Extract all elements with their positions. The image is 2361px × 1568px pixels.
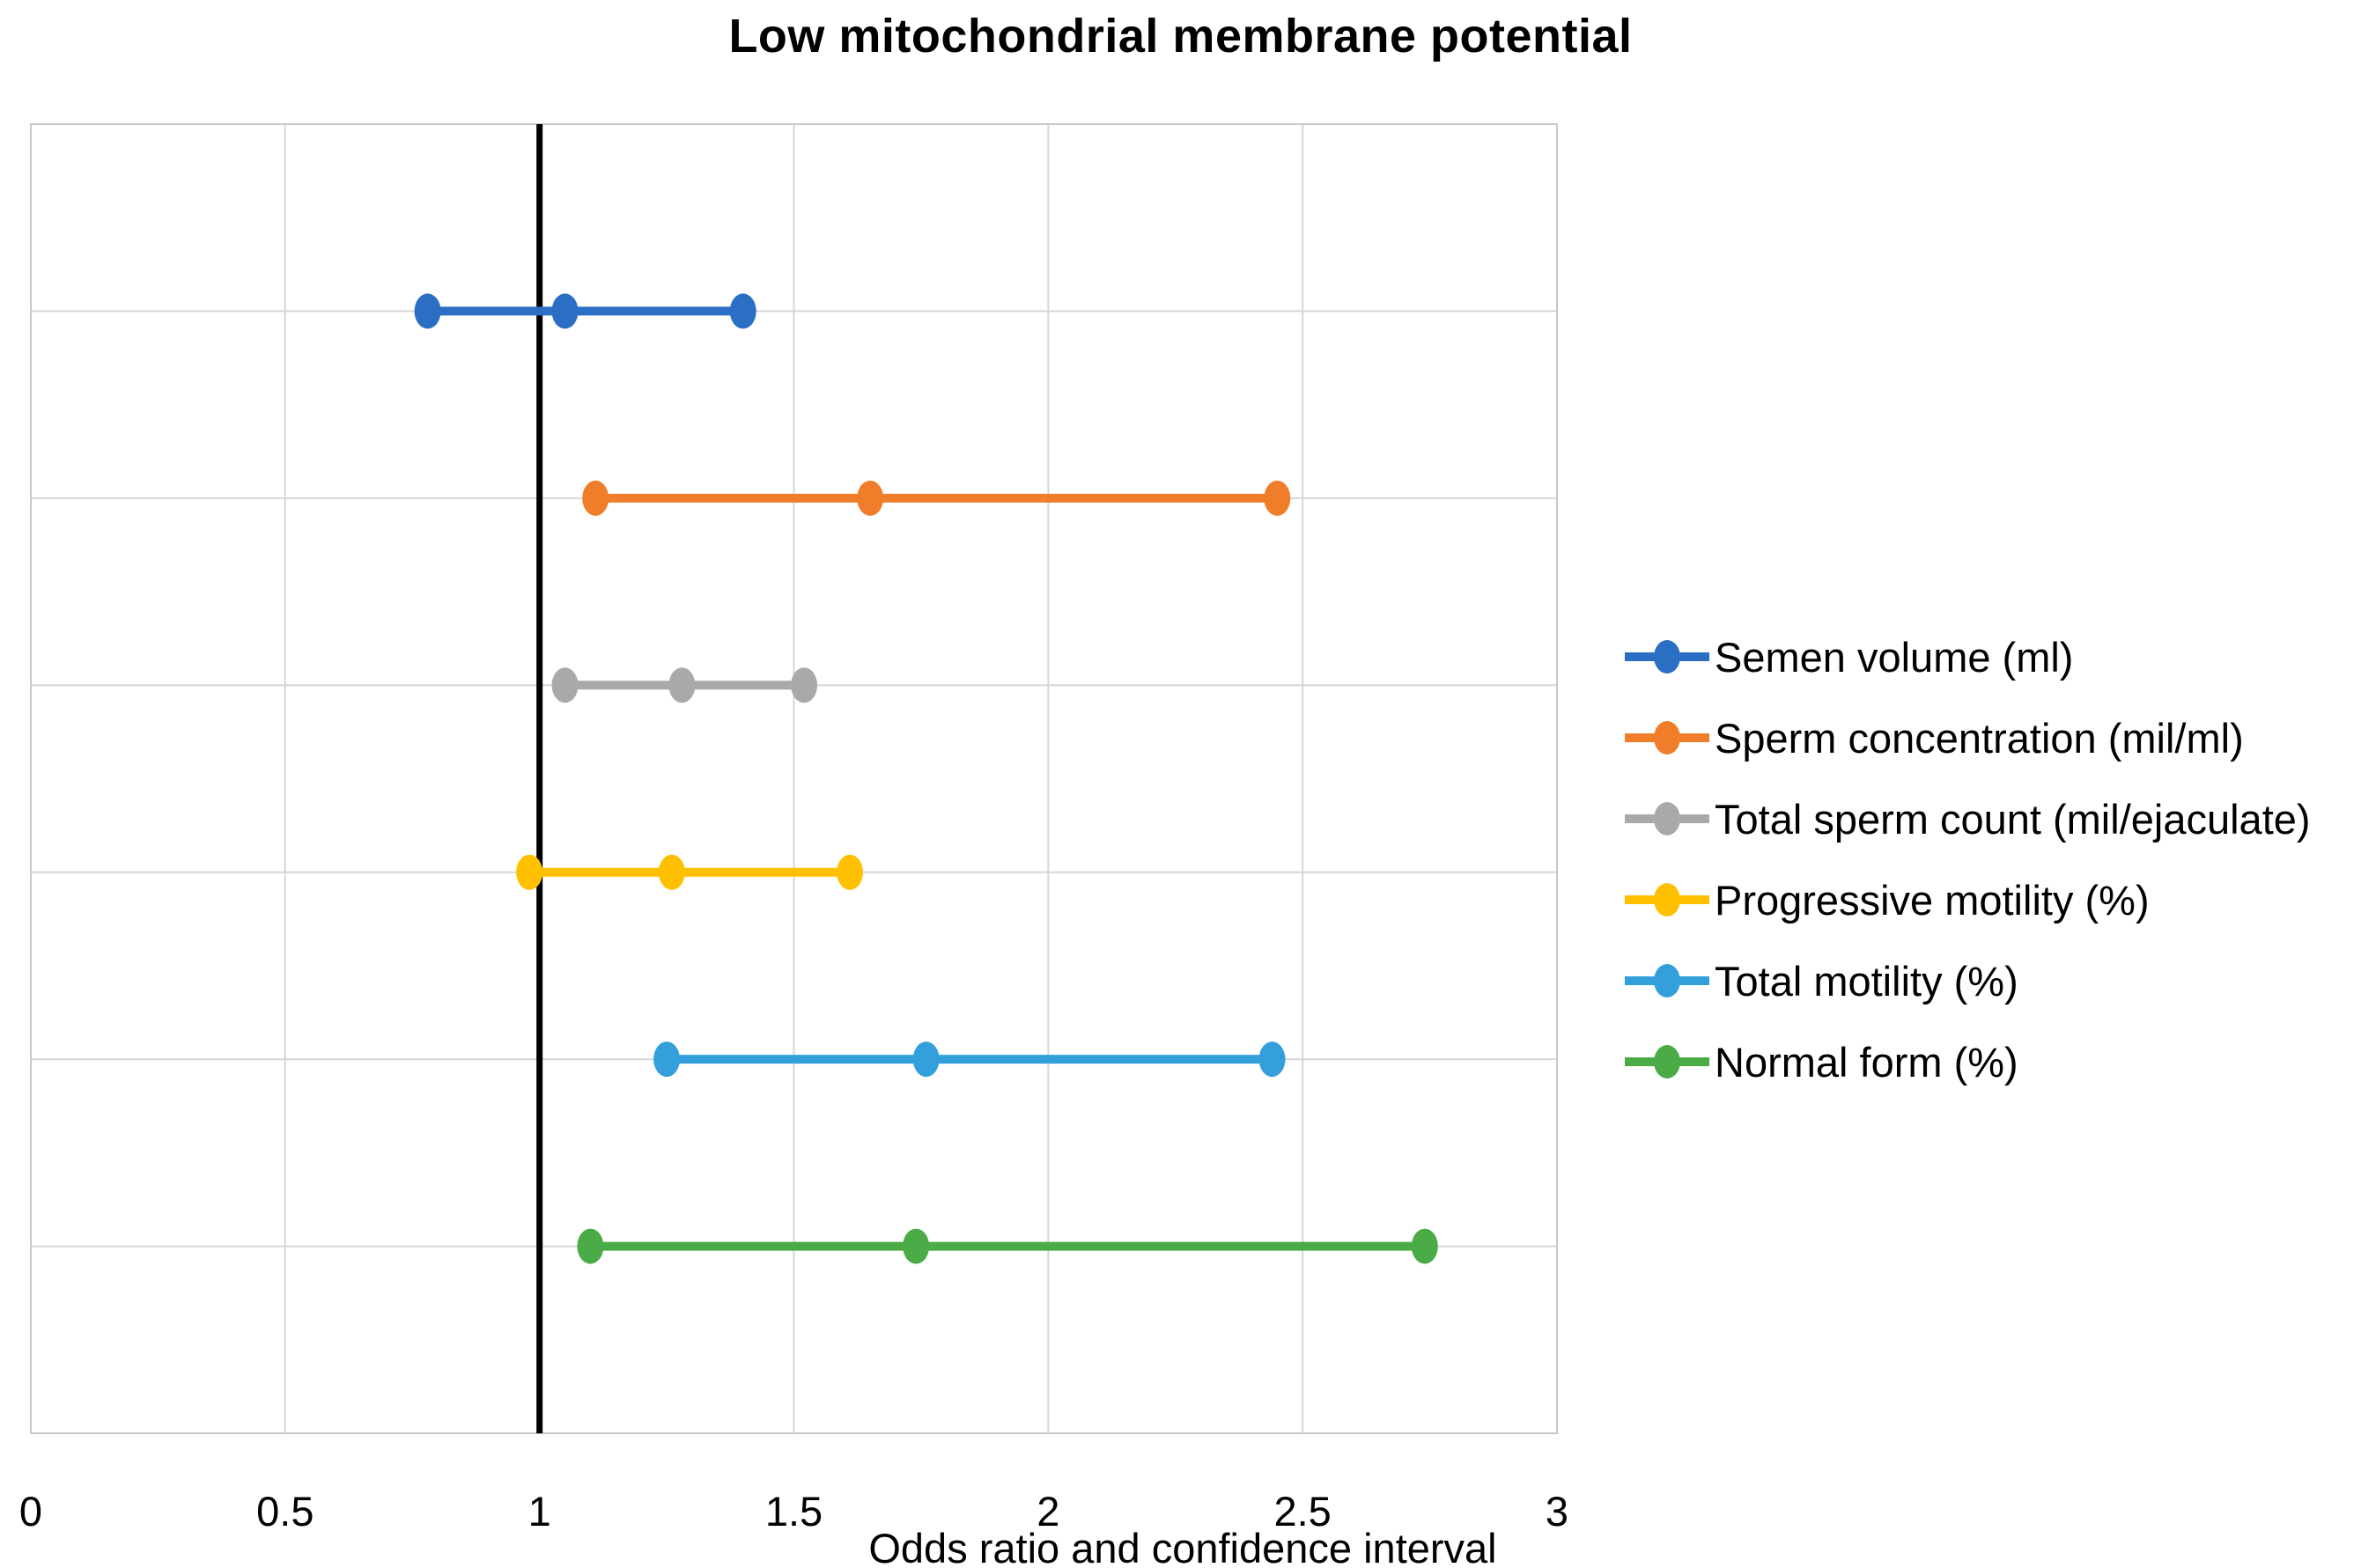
ci-low-marker <box>516 854 543 890</box>
legend-label: Progressive motility (%) <box>1715 876 2150 924</box>
legend-item: Total motility (%) <box>1625 940 2361 1021</box>
legend-label: Total motility (%) <box>1715 957 2018 1005</box>
legend-label: Sperm concentration (mil/ml) <box>1715 714 2244 762</box>
legend-series-marker-icon <box>1625 964 1709 997</box>
ci-high-marker <box>729 293 756 329</box>
legend-item: Normal form (%) <box>1625 1021 2361 1102</box>
odds-ratio-marker <box>857 480 884 516</box>
plot-border <box>30 123 1558 1434</box>
legend-item: Progressive motility (%) <box>1625 859 2361 940</box>
x-axis-tick-label: 1.5 <box>765 1488 823 1535</box>
x-axis-title: Odds ratio and confidence interval <box>868 1525 1496 1568</box>
legend-item: Total sperm count (mil/ejaculate) <box>1625 778 2361 859</box>
ci-low-marker <box>577 1228 604 1264</box>
ci-low-marker <box>653 1042 681 1078</box>
odds-ratio-marker <box>912 1042 940 1078</box>
ci-high-marker <box>791 667 818 703</box>
x-axis-tick-label: 2.5 <box>1273 1488 1331 1535</box>
ci-low-marker <box>414 293 441 329</box>
x-axis-tick-label: 0.5 <box>256 1488 314 1535</box>
x-axis-tick-label: 3 <box>1546 1488 1568 1535</box>
ci-high-marker <box>1411 1228 1438 1264</box>
x-axis-tick-label: 0 <box>19 1488 42 1535</box>
x-axis-tick-label: 2 <box>1037 1488 1059 1535</box>
legend-item: Sperm concentration (mil/ml) <box>1625 697 2361 778</box>
odds-ratio-marker <box>551 293 579 329</box>
odds-ratio-marker <box>658 854 685 890</box>
ci-low-marker <box>582 480 609 516</box>
legend-series-marker-icon <box>1625 1045 1709 1078</box>
odds-ratio-marker <box>903 1228 930 1264</box>
legend-label: Semen volume (ml) <box>1715 633 2074 681</box>
legend-series-marker-icon <box>1625 640 1709 674</box>
legend-item: Semen volume (ml) <box>1625 616 2361 697</box>
legend: Semen volume (ml) Sperm concentration (mi… <box>1625 616 2361 1102</box>
chart-title: Low mitochondrial membrane potential <box>728 10 1633 63</box>
ci-low-marker <box>551 667 579 703</box>
ci-high-marker <box>1264 480 1291 516</box>
legend-series-marker-icon <box>1625 802 1709 836</box>
odds-ratio-marker <box>668 667 696 703</box>
legend-label: Total sperm count (mil/ejaculate) <box>1715 795 2311 843</box>
legend-series-marker-icon <box>1625 721 1709 755</box>
legend-series-marker-icon <box>1625 883 1709 917</box>
legend-label: Normal form (%) <box>1715 1038 2018 1086</box>
ci-high-marker <box>837 854 864 890</box>
x-axis-tick-label: 1 <box>528 1488 551 1535</box>
ci-high-marker <box>1258 1042 1286 1078</box>
